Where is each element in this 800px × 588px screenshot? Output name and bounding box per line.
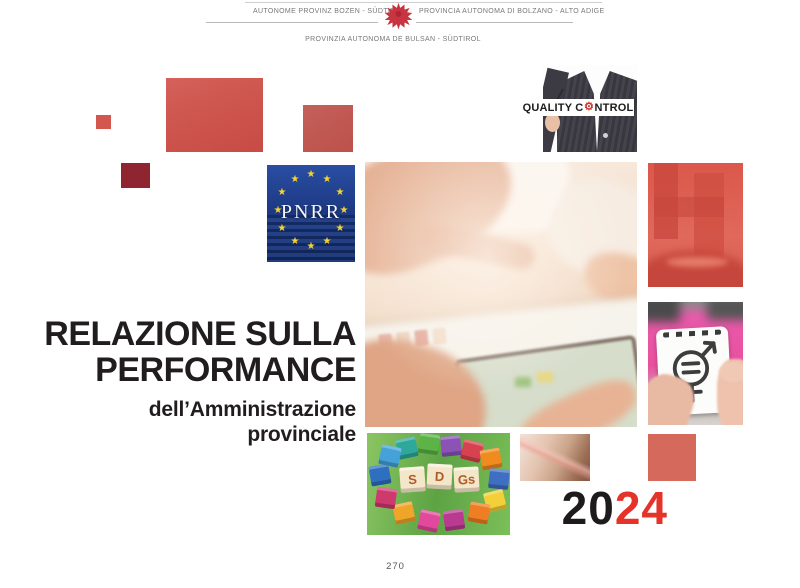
sdg-block [467,501,491,525]
sdg-block [417,433,441,456]
report-year: 2024 [500,481,668,535]
title-line-1: RELAZIONE SULLA [44,315,356,353]
notepad-shape [655,326,733,416]
main-photo-hands-documents [365,162,637,427]
subtitle-line-2: provinciale [247,423,356,446]
sdg-block [440,435,462,457]
header-italian-name: PROVINCIA AUTONOMA DI BOLZANO - ALTO ADI… [419,8,605,15]
cover-title: RELAZIONE SULLA PERFORMANCE dell’Amminis… [28,316,356,447]
sdg-blocks-image: S D Gs [367,433,510,535]
gender-equality-image [648,302,743,425]
sdg-block [392,501,416,525]
subtitle-line-1: dell’Amministrazione [148,398,356,421]
gender-equality-symbol [672,340,717,403]
header-rule-right [416,22,573,23]
tyrol-eagle-emblem [384,2,413,30]
sdg-block [374,486,398,510]
deco-square-salmon [648,434,696,481]
deco-rect-large [166,78,263,152]
quality-control-image [543,65,637,152]
sdg-block [479,447,503,471]
deco-square-medium [303,105,353,152]
quality-control-text-left: QUALITY C [522,101,584,114]
quality-control-text-right: NTROL [594,101,634,114]
sdg-letter-block: D [426,463,453,490]
sdg-letter-block: Gs [453,466,480,493]
gear-icon: ⚙ [583,101,595,113]
red-tinted-photo [648,163,743,287]
pnrr-label: PNRR [280,201,342,223]
title-line-2: PERFORMANCE [95,351,356,389]
header-top-rule [245,2,602,3]
hand-shape [545,113,560,132]
sdg-block [368,463,392,487]
quality-control-caption: QUALITY C ⚙ NTROL [522,99,634,116]
page-number: 270 [386,561,405,572]
blurred-closeup-image [520,434,590,481]
pnrr-eu-flag-image: PNRR [267,165,355,262]
header-rule-left [206,22,378,23]
sdg-block [417,509,441,533]
year-red-part: 24 [614,482,668,534]
sdg-letter-block: S [399,466,426,493]
deco-square-small [96,115,111,129]
header-ladin-name: PROVINZIA AUTONOMA DE BULSAN - SÜDTIROL [305,36,481,43]
header-german-name: AUTONOME PROVINZ BOZEN - SÜDTIROL [253,8,406,15]
sdg-block [442,508,466,532]
button-shape [603,133,608,138]
year-black-part: 20 [561,482,615,534]
deco-square-dark [121,163,150,188]
sdg-block [378,444,402,468]
